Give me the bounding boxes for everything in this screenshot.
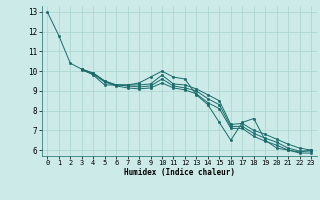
X-axis label: Humidex (Indice chaleur): Humidex (Indice chaleur) bbox=[124, 168, 235, 177]
